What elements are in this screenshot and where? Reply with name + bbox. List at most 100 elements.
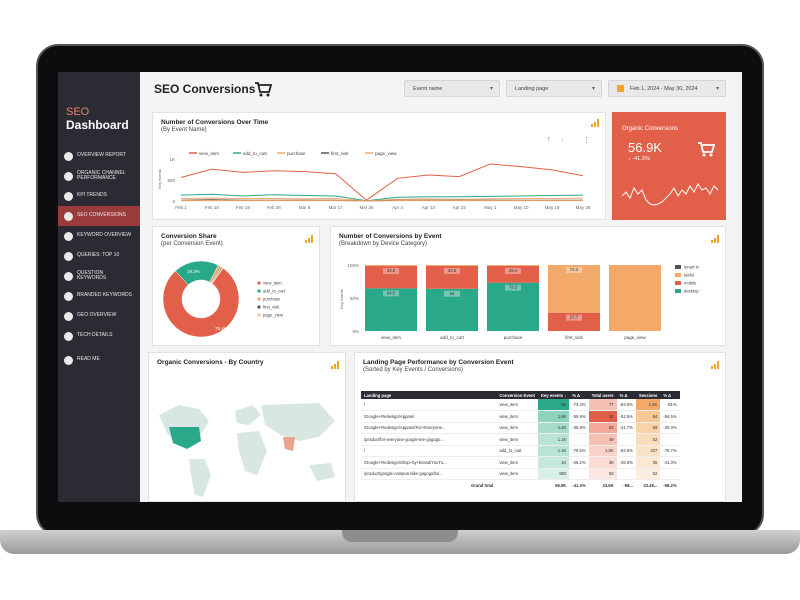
table-header[interactable]: Total users [588,391,617,399]
table-cell: view_item [496,399,538,411]
sidebar-title-line2: Dashboard [66,118,129,132]
country-map-title: Organic Conversions - By Country [157,359,264,366]
info-icon [64,355,73,365]
legend-label: view_item [263,281,282,286]
sidebar-item-label: Keyword Overview [77,232,132,239]
legend-label: first_visit [331,151,349,156]
bar-segment-view_item-mobile [365,266,417,289]
table-cell: -73.3% [569,399,589,411]
table-cell: 860 [537,468,570,480]
table-cell: -52.5% [616,410,636,423]
bar-segment-purchase-desktop [487,282,539,331]
legend-label: page_view [263,313,284,318]
country-map-card: Organic Conversions - By Country [148,352,346,502]
sidebar-item-label: Tech Details [77,332,113,339]
sidebar-item-read-me[interactable]: Read Me [58,350,140,370]
x-tick-label: Apr 13 [422,205,436,210]
table-cell: view_item [496,410,538,423]
data-label-bg [566,267,582,273]
table-header[interactable]: Landing page [361,391,497,399]
table-total-row: Grand total 56.9K -41.3% 23.6K -58... 23.48..… [361,480,680,492]
legend-swatch [675,265,681,269]
landing-page-filter[interactable]: Landing page ▾ [506,80,602,97]
data-label: 25.4 [509,268,518,273]
tag-icon [64,291,73,301]
sidebar-item-geo-overview[interactable]: Geo Overview [58,306,140,326]
table-cell: view_item [496,456,538,469]
table-cell: -59.9% [569,410,589,423]
sort-up-icon[interactable]: ↑ [547,136,551,143]
table-row[interactable]: /product/google-campus-bike-gogogo/be...… [361,468,680,480]
donut-slice-view_item [162,267,240,338]
sidebar-item-label: Organic Channel Performance [77,169,126,181]
table-cell: -56.5% [660,410,680,423]
x-tick-label: Apr 4 [392,205,403,210]
conv-time-title: Number of Conversions Over Time [161,119,269,126]
sidebar: SEO Dashboard Overview Report Organic Cha… [58,72,140,502]
data-label-bg [444,290,460,297]
map-south-america [189,459,211,497]
bar-segment-view_item-desktop [365,288,417,331]
table-header[interactable]: % Δ [660,391,680,399]
table-row[interactable]: /product/for-everyone-google-tee-gogogo.… [361,433,680,446]
date-range-picker[interactable]: Feb 1, 2024 - May 30, 2024 ▾ [608,80,726,97]
y-axis-label: Key events [157,169,162,189]
bar-segment-purchase-tablet [487,265,539,266]
sidebar-item-keyword-overview[interactable]: Keyword Overview [58,226,140,246]
phone-icon [64,331,73,341]
map-asia [261,403,335,441]
table-row[interactable]: / view_item 4K -73.3% 77 -82.6% 1.4K -81% [361,399,680,411]
table-header[interactable]: Conversion Event [496,391,538,399]
legend-label: desktop [684,289,699,294]
table-cell: 62 [588,422,617,434]
sidebar-item-seo-conversions[interactable]: SEO Conversions [58,206,140,226]
sidebar-title-line1: SEO [66,106,90,118]
table-cell: 77 [588,399,617,411]
chart-icon [305,235,313,243]
sidebar-item-branded-keywords[interactable]: Branded Keywords [58,286,140,306]
table-header[interactable]: Sessions [635,391,661,399]
event-name-filter[interactable]: Event name ▾ [404,80,500,97]
sidebar-item-label: Branded Keywords [77,292,133,299]
conversion-share-subtitle: (per Conversion Event) [161,241,223,247]
world-map[interactable] [149,375,347,502]
sidebar-item-organic-channel-performance[interactable]: Organic Channel Performance [58,166,140,186]
table-row[interactable]: /Google+Redesign/Apparel view_item 1.6K -59… [361,410,680,423]
table-cell: 52 [635,433,661,446]
x-tick-label: Feb 1 [175,205,187,210]
data-label-bg [383,290,399,297]
sidebar-item-overview-report[interactable]: Overview Report [58,146,140,166]
bar-segment-page_view-tablet [609,265,661,331]
table-header[interactable]: % Δ [569,391,589,399]
table-header[interactable]: Key events ↓ [537,391,570,399]
legend-label: add_to_cart [243,151,268,156]
page-title: SEO Conversions [154,82,256,96]
sidebar-item-tech-details[interactable]: Tech Details [58,326,140,346]
data-label: 73.2 [509,285,518,290]
donut-slice-page_view [211,267,224,284]
table-row[interactable]: / add_to_cart 1.1K -79.5% 1.5K -82.6% 437 -79.7… [361,445,680,457]
sidebar-item-question-keywords[interactable]: Question Keywords [58,266,140,286]
bar-segment-add_to_cart-mobile [426,265,478,289]
more-options-icon[interactable]: ⋮ [583,137,590,144]
data-label-bg [383,268,399,275]
sidebar-item-kpi-trends[interactable]: KPI Trends [58,186,140,206]
table-row[interactable]: /Google+Redesign/Apparel/For+Everyone...… [361,422,680,434]
x-tick-label: May 10 [514,205,529,210]
data-label: 34.6 [448,268,457,273]
map-europe [235,405,261,425]
x-tick-label: page_view [624,335,646,340]
table-row[interactable]: /Google+Redesign/Shop+by+Brand/YouTu... v… [361,456,680,469]
table-cell: /Google+Redesign/Shop+by+Brand/YouTu... [361,456,497,469]
laptop-notch [342,530,458,542]
conversions-by-event-chart: 100% 50% 0% Key events view_item add_to_cart p… [339,263,700,340]
by-event-title: Number of Conversions by Event [339,233,442,240]
table-header[interactable]: % Δ [616,391,636,399]
table-cell: 1.6K [537,410,570,423]
table-cell: Grand total [471,483,494,488]
sort-down-icon[interactable]: ↓ [561,136,565,143]
slice-label: 19.3% [187,269,200,274]
sidebar-item-queries-top-10[interactable]: Queries: Top 10 [58,246,140,266]
table-cell: -82.6% [616,399,636,411]
legend-swatch [675,281,681,285]
